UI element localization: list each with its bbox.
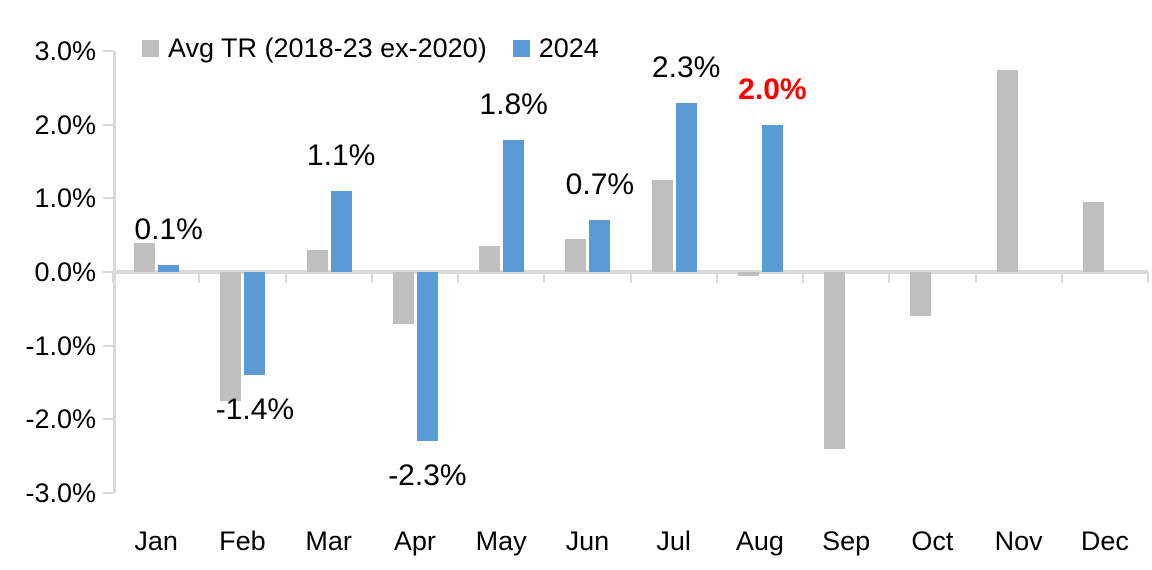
bar-avg-tr-sep xyxy=(824,272,846,449)
bar-avg-tr-dec xyxy=(1082,202,1104,272)
data-label-jul: 2.3% xyxy=(651,51,721,84)
bar-avg-tr-jan xyxy=(134,243,156,272)
y-tick-label-2-0-: 2.0% xyxy=(34,109,96,140)
y-axis-tick xyxy=(103,491,113,494)
bar-avg-tr-mar xyxy=(306,250,328,272)
x-tick-label-jun: Jun xyxy=(565,526,610,556)
x-axis-tick xyxy=(715,272,718,283)
x-tick-label-nov: Nov xyxy=(994,526,1043,556)
x-tick-label-oct: Oct xyxy=(911,526,954,556)
x-axis-tick xyxy=(629,272,632,283)
bar-2024-may xyxy=(503,140,525,272)
x-tick-label-aug: Aug xyxy=(735,526,784,556)
legend-label-avg-tr: Avg TR (2018-23 ex-2020) xyxy=(168,33,487,63)
bar-2024-feb xyxy=(244,272,266,375)
bar-2024-mar xyxy=(330,191,352,272)
bar-avg-tr-apr xyxy=(392,272,414,324)
y-axis-tick xyxy=(103,197,113,200)
data-label-may: 1.8% xyxy=(479,88,548,121)
y-tick-label-3-0-: 3.0% xyxy=(34,36,96,67)
y-axis-tick xyxy=(103,50,113,53)
legend-item-2024: 2024 xyxy=(512,33,599,64)
y-axis-tick xyxy=(103,418,113,421)
x-axis-tick xyxy=(543,272,546,283)
x-axis-tick xyxy=(974,272,977,283)
legend-item-avg-tr: Avg TR (2018-23 ex-2020) xyxy=(142,33,487,64)
bar-avg-tr-jun xyxy=(565,239,587,272)
x-tick-label-jul: Jul xyxy=(656,526,691,556)
x-tick-label-feb: Feb xyxy=(219,526,266,556)
data-label-jun: 0.7% xyxy=(565,168,635,201)
x-tick-label-sep: Sep xyxy=(822,526,871,556)
data-label-aug: 2.0% xyxy=(738,73,807,106)
blue-series-swatch-icon xyxy=(512,40,530,58)
x-axis-tick xyxy=(1060,272,1063,283)
bar-2024-jan xyxy=(158,265,180,272)
bar-2024-apr xyxy=(416,272,438,441)
x-tick-label-mar: Mar xyxy=(305,526,352,556)
y-axis-tick xyxy=(103,344,113,347)
y-tick-label--3-0-: -3.0% xyxy=(25,477,96,508)
bar-avg-tr-feb xyxy=(220,272,242,401)
y-tick-label--1-0-: -1.0% xyxy=(25,330,96,361)
data-label-jan: 0.1% xyxy=(134,213,203,246)
x-tick-label-may: May xyxy=(475,526,527,556)
x-tick-label-jan: Jan xyxy=(134,526,178,556)
x-axis-tick xyxy=(802,272,804,283)
bar-avg-tr-may xyxy=(479,246,501,272)
x-axis-tick xyxy=(284,272,287,283)
bar-2024-jun xyxy=(589,220,611,272)
y-tick-label-1-0-: 1.0% xyxy=(34,183,96,214)
bar-2024-jul xyxy=(675,103,697,272)
bar-avg-tr-jul xyxy=(651,180,673,272)
data-label-mar: 1.1% xyxy=(306,139,376,172)
gray-series-swatch-icon xyxy=(142,40,159,58)
x-tick-label-apr: Apr xyxy=(393,526,436,556)
data-label-feb: -1.4% xyxy=(215,393,295,426)
bar-avg-tr-nov xyxy=(996,70,1018,272)
y-axis-tick xyxy=(103,123,113,126)
bar-avg-tr-aug xyxy=(737,272,759,276)
x-tick-label-dec: Dec xyxy=(1080,526,1129,556)
data-label-apr: -2.3% xyxy=(388,459,467,492)
x-axis-tick xyxy=(1147,272,1149,283)
x-axis-tick xyxy=(112,272,114,283)
y-axis-tick xyxy=(103,271,113,273)
x-axis-tick xyxy=(888,272,891,283)
x-axis-tick xyxy=(198,272,201,283)
x-axis-tick xyxy=(370,272,373,283)
y-tick-label--2-0-: -2.0% xyxy=(25,404,96,435)
legend-label-2024: 2024 xyxy=(538,33,599,63)
bar-2024-aug xyxy=(761,125,783,272)
x-axis-tick xyxy=(457,272,459,283)
legend: Avg TR (2018-23 ex-2020) 2024 xyxy=(142,33,599,64)
y-tick-label-0-0-: 0.0% xyxy=(34,257,96,287)
bar-avg-tr-oct xyxy=(910,272,932,316)
